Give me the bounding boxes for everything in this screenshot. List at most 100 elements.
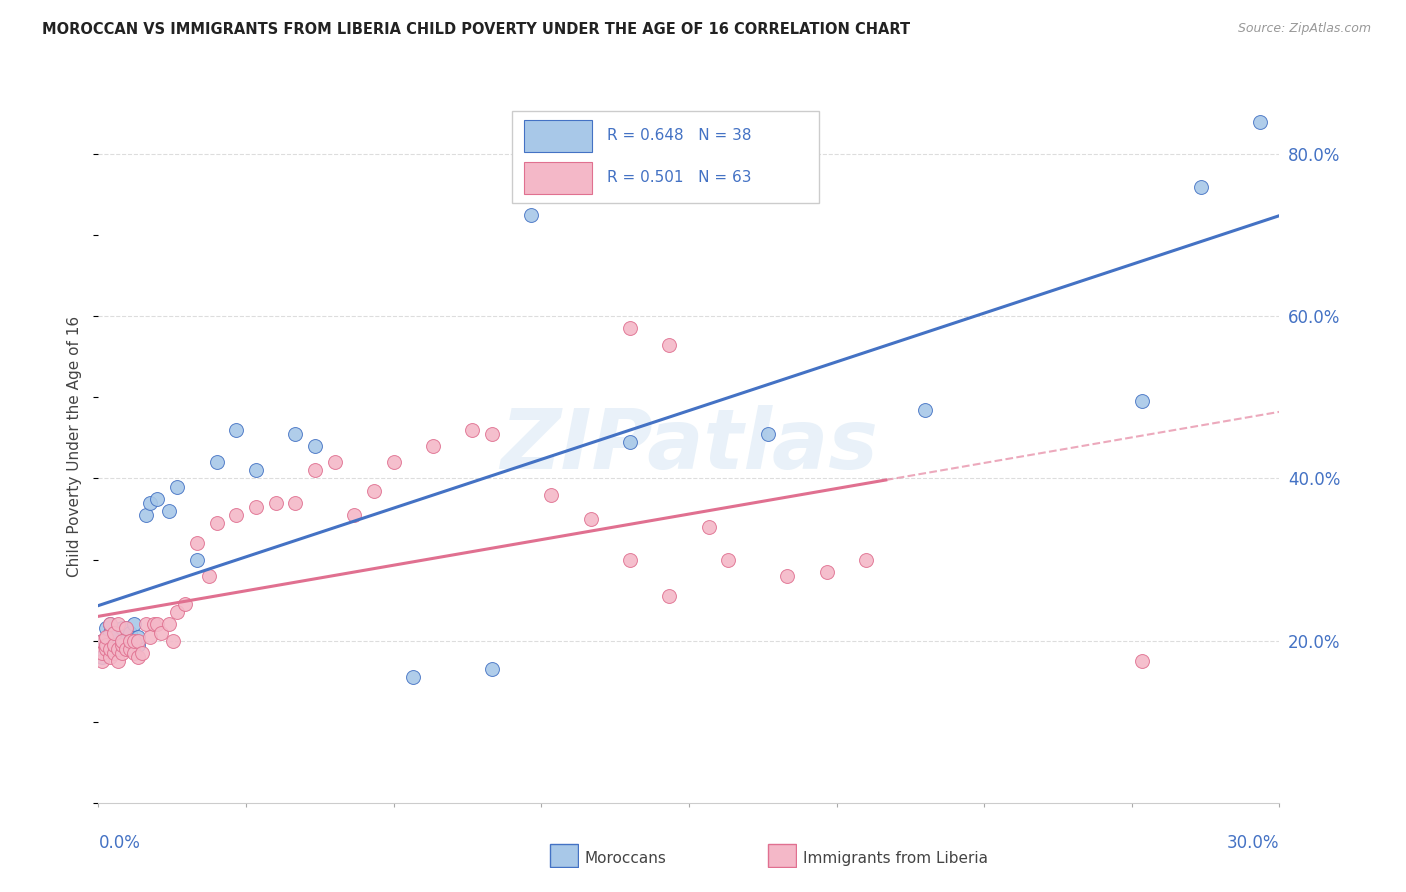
Point — [1130, 654, 1153, 668]
Point — [122, 646, 145, 660]
Point — [166, 605, 188, 619]
Point — [304, 439, 326, 453]
Point — [118, 633, 141, 648]
Point — [103, 646, 125, 660]
Point — [107, 638, 129, 652]
Point — [166, 479, 188, 493]
Point — [1189, 179, 1212, 194]
Point — [91, 646, 114, 660]
Point — [776, 568, 799, 582]
Point — [135, 508, 157, 522]
Point — [96, 641, 118, 656]
Point — [174, 597, 197, 611]
Point — [111, 633, 134, 648]
Point — [107, 654, 129, 668]
Point — [481, 662, 503, 676]
Point — [304, 463, 326, 477]
Point — [103, 625, 125, 640]
Point — [520, 208, 543, 222]
Point — [619, 434, 641, 449]
Point — [186, 552, 208, 566]
Point — [96, 622, 118, 636]
Point — [481, 426, 503, 441]
Point — [146, 617, 169, 632]
Point — [135, 617, 157, 632]
Point — [118, 625, 141, 640]
FancyBboxPatch shape — [768, 844, 796, 867]
Point — [264, 496, 287, 510]
Point — [127, 633, 149, 648]
Point — [461, 423, 484, 437]
Point — [131, 646, 153, 660]
Point — [914, 402, 936, 417]
Point — [225, 423, 247, 437]
Point — [284, 496, 307, 510]
Point — [157, 617, 180, 632]
Point — [111, 646, 134, 660]
Text: Immigrants from Liberia: Immigrants from Liberia — [803, 852, 988, 866]
Point — [658, 337, 681, 351]
Point — [205, 516, 228, 530]
Point — [540, 488, 562, 502]
Point — [111, 633, 134, 648]
Point — [146, 491, 169, 506]
Point — [658, 589, 681, 603]
Point — [91, 633, 114, 648]
Point — [122, 633, 145, 648]
Point — [157, 504, 180, 518]
Point — [122, 617, 145, 632]
Point — [98, 649, 121, 664]
FancyBboxPatch shape — [550, 844, 578, 867]
Point — [98, 625, 121, 640]
Point — [91, 649, 114, 664]
Text: Source: ZipAtlas.com: Source: ZipAtlas.com — [1237, 22, 1371, 36]
Point — [855, 552, 877, 566]
Point — [382, 455, 405, 469]
Point — [245, 500, 267, 514]
Point — [127, 638, 149, 652]
Point — [96, 638, 118, 652]
Point — [107, 641, 129, 656]
Point — [225, 508, 247, 522]
Point — [103, 638, 125, 652]
Point — [619, 552, 641, 566]
Point — [115, 622, 138, 636]
Point — [111, 622, 134, 636]
Point — [115, 633, 138, 648]
Point — [115, 622, 138, 636]
Point — [96, 630, 118, 644]
Point — [96, 638, 118, 652]
Text: 0.0%: 0.0% — [98, 834, 141, 852]
Point — [697, 520, 720, 534]
Point — [756, 426, 779, 441]
Text: MOROCCAN VS IMMIGRANTS FROM LIBERIA CHILD POVERTY UNDER THE AGE OF 16 CORRELATIO: MOROCCAN VS IMMIGRANTS FROM LIBERIA CHIL… — [42, 22, 910, 37]
Point — [107, 617, 129, 632]
Point — [103, 625, 125, 640]
Point — [579, 512, 602, 526]
Point — [1130, 394, 1153, 409]
Point — [115, 641, 138, 656]
Point — [142, 617, 165, 632]
Point — [323, 455, 346, 469]
Point — [107, 641, 129, 656]
Point — [1249, 114, 1271, 128]
Point — [402, 670, 425, 684]
Y-axis label: Child Poverty Under the Age of 16: Child Poverty Under the Age of 16 — [67, 316, 83, 576]
Point — [162, 633, 184, 648]
Point — [98, 617, 121, 632]
Point — [91, 633, 114, 648]
Point — [127, 630, 149, 644]
Text: 30.0%: 30.0% — [1227, 834, 1279, 852]
Point — [118, 641, 141, 656]
Point — [245, 463, 267, 477]
Point — [138, 496, 160, 510]
Point — [98, 641, 121, 656]
Point — [91, 654, 114, 668]
Point — [205, 455, 228, 469]
Point — [422, 439, 444, 453]
Point — [363, 483, 385, 498]
Point — [138, 630, 160, 644]
Point — [619, 321, 641, 335]
Point — [197, 568, 219, 582]
Point — [343, 508, 366, 522]
